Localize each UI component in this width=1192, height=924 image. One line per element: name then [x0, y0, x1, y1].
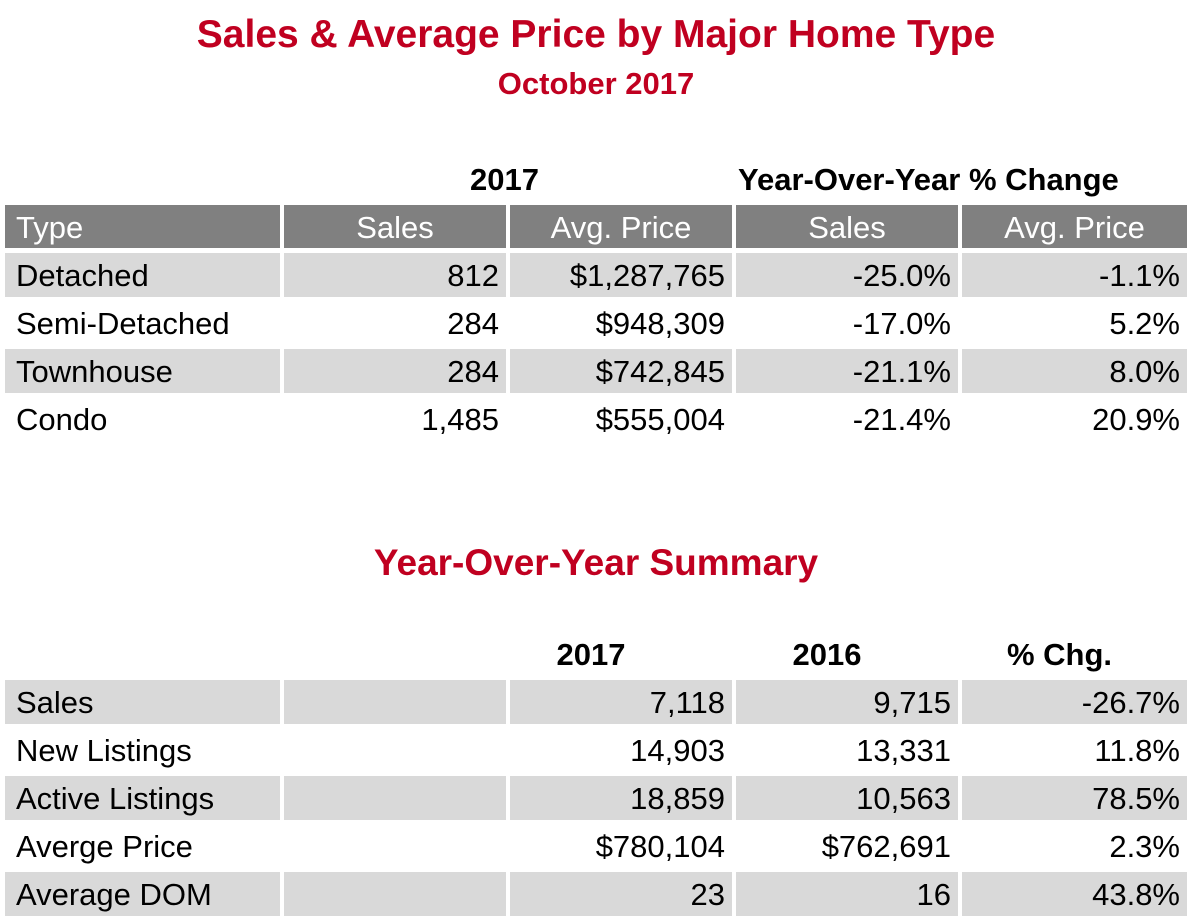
group-header-2017: 2017: [470, 162, 539, 197]
value-2017-cell: $780,104: [595, 829, 725, 864]
pct-chg-cell: 2.3%: [1109, 829, 1180, 864]
sales-cell: 284: [447, 306, 499, 341]
table-row: Sales 7,118 9,715 -26.7%: [0, 680, 1192, 724]
blank-cell: [284, 872, 506, 916]
page-title: Sales & Average Price by Major Home Type: [196, 13, 996, 56]
pct-chg-cell: -26.7%: [962, 680, 1187, 724]
column-header-2017: 2017: [556, 637, 626, 672]
pct-chg-cell: 11.8%: [1094, 733, 1180, 768]
yoy-price-cell: 20.9%: [1092, 402, 1180, 437]
yoy-price-cell: 8.0%: [962, 349, 1187, 393]
table-row: Average DOM 23 16 43.8%: [0, 872, 1192, 916]
type-cell: Detached: [5, 253, 280, 297]
value-2016-cell: 13,331: [856, 733, 951, 768]
pct-chg-cell: 43.8%: [962, 872, 1187, 916]
pct-chg-cell: 78.5%: [962, 776, 1187, 820]
yoy-sales-cell: -17.0%: [852, 306, 951, 341]
value-2016-cell: 9,715: [736, 680, 958, 724]
type-table-header-row: Type Sales Avg. Price Sales Avg. Price: [0, 205, 1192, 248]
column-header-pct-chg: % Chg.: [1006, 637, 1113, 672]
metric-cell: Average DOM: [5, 872, 280, 916]
summary-header-row: 2017 2016 % Chg.: [0, 632, 1192, 678]
yoy-sales-cell: -25.0%: [736, 253, 958, 297]
avg-price-cell: $948,309: [595, 306, 725, 341]
column-header-yoy-sales: Sales: [736, 205, 958, 248]
value-2017-cell: 18,859: [510, 776, 732, 820]
value-2016-cell: 16: [736, 872, 958, 916]
table-row: Active Listings 18,859 10,563 78.5%: [0, 776, 1192, 820]
table-row: Condo 1,485 $555,004 -21.4% 20.9%: [0, 397, 1192, 441]
type-cell: Semi-Detached: [16, 306, 230, 341]
sales-cell: 284: [284, 349, 506, 393]
table-row: Averge Price $780,104 $762,691 2.3%: [0, 824, 1192, 868]
value-2017-cell: 7,118: [510, 680, 732, 724]
table-row: Detached 812 $1,287,765 -25.0% -1.1%: [0, 253, 1192, 297]
yoy-price-cell: -1.1%: [962, 253, 1187, 297]
metric-cell: Active Listings: [5, 776, 280, 820]
yoy-sales-cell: -21.1%: [736, 349, 958, 393]
blank-cell: [284, 776, 506, 820]
table-row: New Listings 14,903 13,331 11.8%: [0, 728, 1192, 772]
column-header-avg-price: Avg. Price: [510, 205, 732, 248]
yoy-sales-cell: -21.4%: [852, 402, 951, 437]
column-header-sales: Sales: [284, 205, 506, 248]
metric-cell: Sales: [5, 680, 280, 724]
table-row: Semi-Detached 284 $948,309 -17.0% 5.2%: [0, 301, 1192, 345]
value-2017-cell: 14,903: [630, 733, 725, 768]
group-header-yoy: Year-Over-Year % Change: [738, 162, 1119, 197]
avg-price-cell: $742,845: [510, 349, 732, 393]
blank-cell: [284, 680, 506, 724]
column-header-yoy-avg-price: Avg. Price: [962, 205, 1187, 248]
sales-cell: 812: [284, 253, 506, 297]
column-header-2016: 2016: [792, 637, 862, 672]
type-cell: Townhouse: [5, 349, 280, 393]
value-2017-cell: 23: [510, 872, 732, 916]
metric-cell: Averge Price: [16, 829, 193, 864]
value-2016-cell: 10,563: [736, 776, 958, 820]
avg-price-cell: $555,004: [595, 402, 725, 437]
metric-cell: New Listings: [16, 733, 192, 768]
yoy-price-cell: 5.2%: [1109, 306, 1180, 341]
avg-price-cell: $1,287,765: [510, 253, 732, 297]
sales-cell: 1,485: [421, 402, 499, 437]
column-header-type: Type: [5, 205, 280, 248]
type-cell: Condo: [16, 402, 108, 437]
table-row: Townhouse 284 $742,845 -21.1% 8.0%: [0, 349, 1192, 393]
summary-title: Year-Over-Year Summary: [373, 542, 819, 583]
value-2016-cell: $762,691: [821, 829, 951, 864]
page-subtitle: October 2017: [497, 66, 695, 101]
